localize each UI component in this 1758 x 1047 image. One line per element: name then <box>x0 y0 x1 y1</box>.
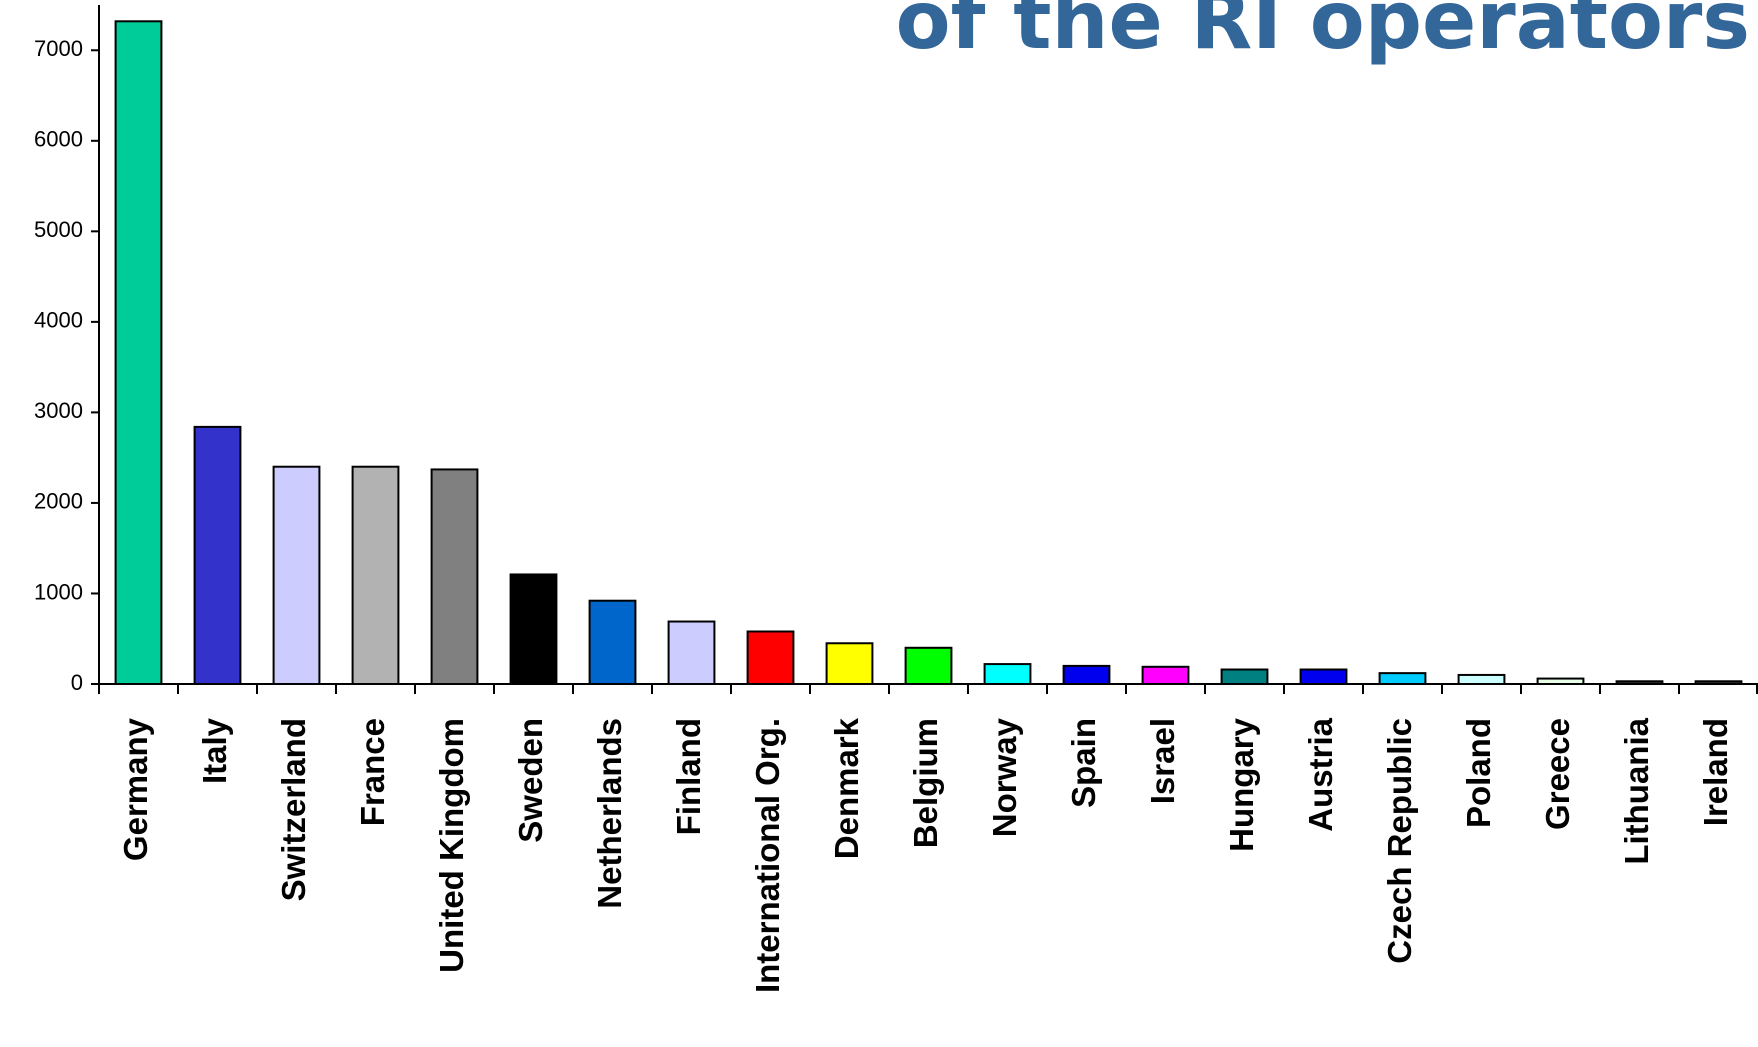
y-tick-label: 4000 <box>34 308 83 333</box>
bar <box>1062 664 1111 685</box>
x-tick-label: Israel <box>1144 718 1181 804</box>
bar <box>1220 668 1269 685</box>
bar <box>825 642 874 686</box>
x-tick-label: Finland <box>670 718 707 835</box>
x-tick-label: Germany <box>117 717 154 861</box>
x-tick-label: Switzerland <box>275 718 312 901</box>
bar <box>1615 680 1664 685</box>
chart-title: of the RI operators <box>896 0 1750 67</box>
x-tick-label: Spain <box>1065 718 1102 808</box>
y-tick-label: 0 <box>71 670 83 695</box>
bar <box>904 646 953 686</box>
x-tick-label: Greece <box>1539 718 1576 830</box>
y-tick-label: 5000 <box>34 217 83 242</box>
bar <box>746 630 795 685</box>
bar <box>1299 668 1348 685</box>
y-tick-label: 7000 <box>34 36 83 61</box>
x-tick-label: Norway <box>986 717 1023 837</box>
bar <box>114 20 163 685</box>
bar <box>1694 680 1743 685</box>
bar <box>430 468 479 685</box>
x-tick-label: France <box>354 718 391 826</box>
x-tick-label: Czech Republic <box>1381 718 1418 964</box>
x-tick-label: Austria <box>1302 717 1339 831</box>
x-tick-label: Belgium <box>907 718 944 848</box>
x-tick-label: International Org. <box>749 718 786 993</box>
x-tick-label: Ireland <box>1697 718 1734 826</box>
bar <box>1141 665 1190 685</box>
bar <box>193 425 242 685</box>
bar <box>509 573 558 685</box>
y-tick-label: 6000 <box>34 127 83 152</box>
x-tick-label: Sweden <box>512 718 549 843</box>
y-tick-label: 2000 <box>34 489 83 514</box>
bar <box>272 465 321 685</box>
x-tick-label: Netherlands <box>591 718 628 909</box>
x-tick-label: Poland <box>1460 718 1497 828</box>
x-tick-label: United Kingdom <box>433 718 470 973</box>
bar <box>1536 677 1585 685</box>
x-tick-label: Denmark <box>828 717 865 859</box>
bar <box>588 599 637 686</box>
y-tick-label: 3000 <box>34 398 83 423</box>
bar <box>1457 673 1506 685</box>
bar <box>351 465 400 685</box>
bar <box>983 663 1032 685</box>
x-tick-label: Lithuania <box>1618 717 1655 864</box>
bar <box>1378 672 1427 685</box>
y-tick-label: 1000 <box>34 579 83 604</box>
x-tick-label: Hungary <box>1223 717 1260 852</box>
bar <box>667 620 716 685</box>
x-tick-label: Italy <box>196 717 233 784</box>
